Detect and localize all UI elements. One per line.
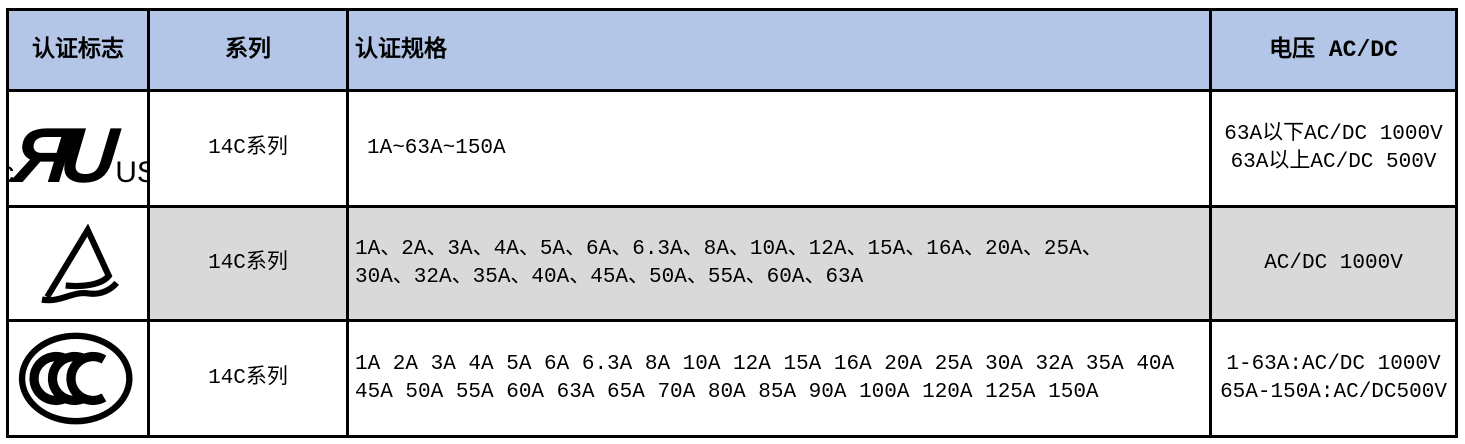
voltage-line: 1-63A:AC/DC 1000V	[1226, 352, 1441, 376]
table-row-2-series-cell: 14C系列	[150, 208, 346, 319]
ul-prefix-c: c	[9, 157, 14, 192]
table-row-1-mark-cell: c ЯU US	[9, 92, 147, 205]
spec-line: 1A、2A、3A、4A、5A、6A、6.3A、8A、10A、12A、15A、16…	[355, 237, 1103, 261]
cul-us-mark-icon: c ЯU US	[9, 106, 147, 199]
table-row-1-spec-cell: 1A~63A~150A	[349, 92, 1209, 205]
header-label-spec: 认证规格	[355, 36, 447, 63]
header-cell-voltage: 电压 AC/DC	[1212, 11, 1455, 89]
triangle-wave-mark-icon	[34, 223, 122, 304]
series-value: 14C系列	[208, 251, 288, 275]
header-label-mark: 认证标志	[32, 36, 124, 63]
spec-line: 45A 50A 55A 60A 63A 65A 70A 80A 85A 90A …	[355, 380, 1099, 404]
ul-monogram: ЯU	[9, 110, 112, 199]
ul-suffix-us: US	[115, 155, 147, 189]
header-label-series: 系列	[225, 36, 271, 63]
table-row-1-series-cell: 14C系列	[150, 92, 346, 205]
series-value: 14C系列	[208, 136, 288, 160]
header-label-voltage: 电压 AC/DC	[1269, 36, 1398, 63]
spec-line: 1A~63A~150A	[367, 136, 506, 160]
table-row-2-spec-cell: 1A、2A、3A、4A、5A、6A、6.3A、8A、10A、12A、15A、16…	[349, 208, 1209, 319]
header-cell-mark: 认证标志	[9, 11, 147, 89]
table-row-3-series-cell: 14C系列	[150, 322, 346, 435]
table-row-2-mark-cell	[9, 208, 147, 319]
ccc-mark-icon	[18, 330, 138, 427]
header-cell-spec: 认证规格	[349, 11, 1209, 89]
voltage-line: 65A-150A:AC/DC500V	[1220, 380, 1447, 404]
spec-line: 30A、32A、35A、40A、45A、50A、55A、60A、63A	[355, 265, 864, 289]
table-row-3-mark-cell	[9, 322, 147, 435]
table-row-2-voltage-cell: AC/DC 1000V	[1212, 208, 1455, 319]
certification-table: 认证标志 系列 认证规格 电压 AC/DC c ЯU US 14C系列 1A~6…	[6, 8, 1458, 438]
table-row-3-spec-cell: 1A 2A 3A 4A 5A 6A 6.3A 8A 10A 12A 15A 16…	[349, 322, 1209, 435]
voltage-line: 63A以上AC/DC 500V	[1230, 150, 1437, 174]
header-cell-series: 系列	[150, 11, 346, 89]
voltage-line: AC/DC 1000V	[1264, 251, 1403, 275]
spec-line: 1A 2A 3A 4A 5A 6A 6.3A 8A 10A 12A 15A 16…	[355, 352, 1175, 376]
voltage-line: 63A以下AC/DC 1000V	[1224, 122, 1443, 146]
series-value: 14C系列	[208, 366, 288, 390]
table-row-1-voltage-cell: 63A以下AC/DC 1000V 63A以上AC/DC 500V	[1212, 92, 1455, 205]
table-row-3-voltage-cell: 1-63A:AC/DC 1000V 65A-150A:AC/DC500V	[1212, 322, 1455, 435]
